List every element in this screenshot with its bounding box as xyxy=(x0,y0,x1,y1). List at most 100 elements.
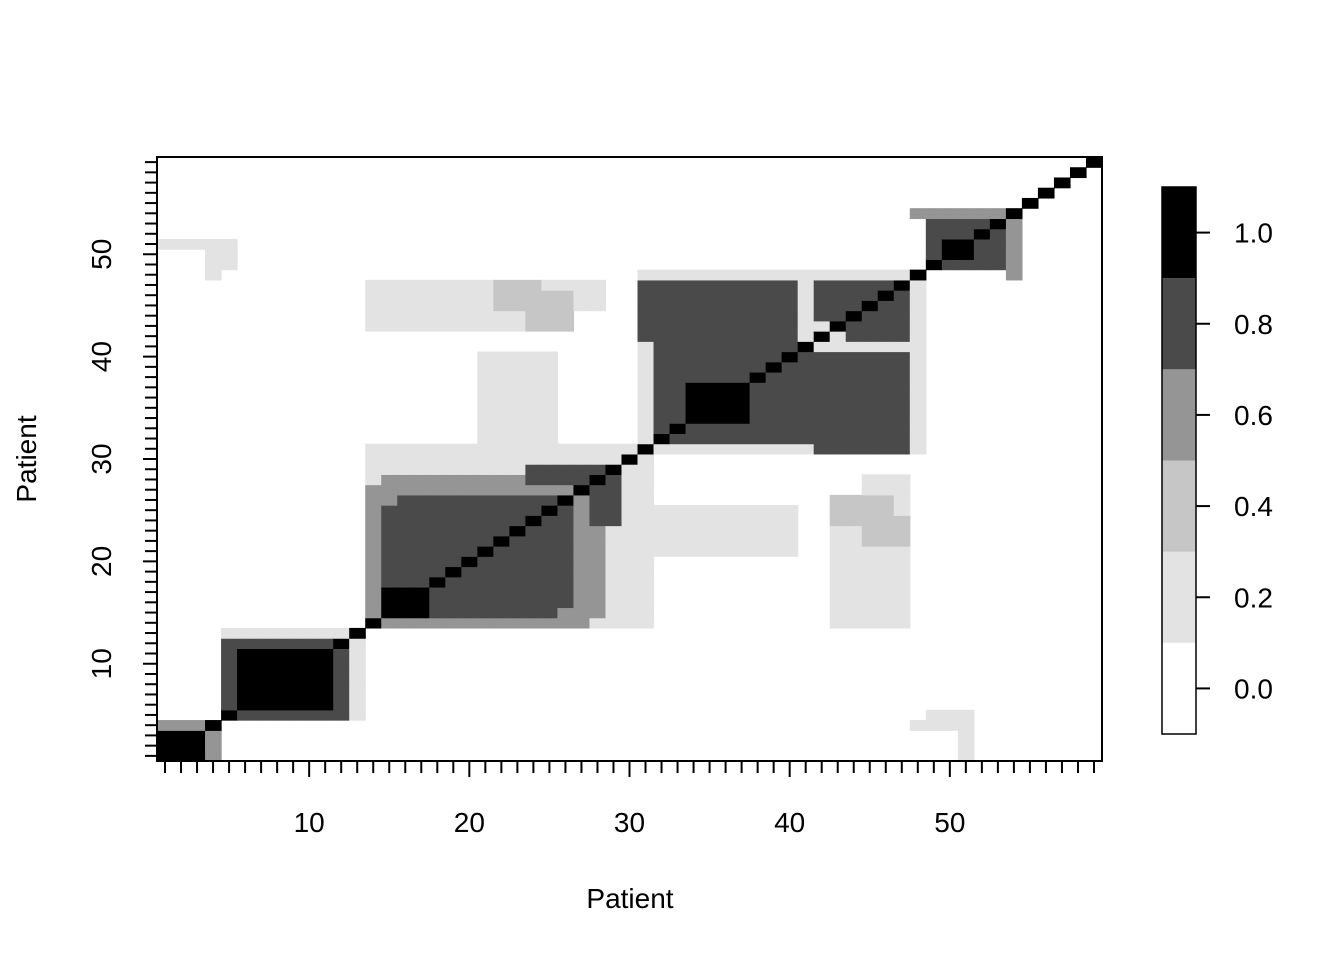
heatmap-cell xyxy=(717,525,735,537)
heatmap-cell xyxy=(413,576,430,588)
heatmap-cell xyxy=(461,300,478,312)
heatmap-cell xyxy=(653,535,671,547)
heatmap-cell xyxy=(1085,157,1103,168)
heatmap-cell xyxy=(861,494,879,506)
heatmap-cell xyxy=(589,607,607,619)
heatmap-cell xyxy=(941,218,959,230)
heatmap-cell xyxy=(461,515,478,527)
heatmap-cell xyxy=(397,525,414,537)
heatmap-cell xyxy=(573,290,591,301)
heatmap-cell xyxy=(733,505,751,516)
heatmap-cell xyxy=(893,617,911,629)
heatmap-cell xyxy=(685,535,703,547)
heatmap-cell xyxy=(525,279,543,291)
heatmap-cell xyxy=(509,371,526,383)
heatmap-cell xyxy=(285,648,302,660)
heatmap-cell xyxy=(221,638,238,649)
heatmap-cell xyxy=(509,279,526,291)
heatmap-cell xyxy=(637,361,655,373)
heatmap-cell xyxy=(237,648,254,660)
heatmap-cell xyxy=(461,279,478,291)
heatmap-cell xyxy=(701,279,719,291)
heatmap-cell xyxy=(445,515,462,527)
heatmap-cell xyxy=(717,535,735,547)
heatmap-cell xyxy=(413,443,430,455)
heatmap-cell xyxy=(829,586,847,598)
heatmap-cell xyxy=(781,433,799,445)
heatmap-cell xyxy=(285,668,302,680)
heatmap-cell xyxy=(461,453,478,465)
heatmap-cell xyxy=(909,331,927,342)
heatmap-cell xyxy=(637,464,655,475)
heatmap-cell xyxy=(877,505,895,516)
heatmap-cell xyxy=(877,617,895,629)
heatmap-cell xyxy=(909,412,927,424)
heatmap-cell xyxy=(605,443,623,455)
heatmap-cell xyxy=(893,494,911,506)
heatmap-cell xyxy=(637,535,655,547)
heatmap-cell xyxy=(653,402,671,414)
heatmap-cell xyxy=(733,392,751,404)
heatmap-cell xyxy=(813,433,831,445)
heatmap-cell xyxy=(861,402,879,414)
heatmap-cell xyxy=(605,525,623,537)
heatmap-cell xyxy=(909,290,927,301)
heatmap-cell xyxy=(829,607,847,619)
heatmap-cell xyxy=(717,423,735,435)
heatmap-cell xyxy=(701,382,719,394)
heatmap-cell xyxy=(701,423,719,435)
heatmap-cell xyxy=(365,290,382,301)
heatmap-cell xyxy=(765,392,783,404)
heatmap-cell xyxy=(845,290,863,301)
heatmap-cell xyxy=(237,668,254,680)
heatmap-cell xyxy=(397,617,414,629)
heatmap-cell xyxy=(365,453,382,465)
heatmap-cell xyxy=(669,269,687,281)
heatmap-cell xyxy=(733,382,751,394)
heatmap-cell xyxy=(877,320,895,332)
heatmap-cell xyxy=(285,627,302,639)
heatmap-cell xyxy=(941,720,959,731)
heatmap-cell xyxy=(253,648,270,660)
heatmap-cell xyxy=(557,576,575,588)
heatmap-cell xyxy=(861,535,879,547)
heatmap-cell xyxy=(493,515,510,527)
heatmap-cell xyxy=(909,361,927,373)
heatmap-cell xyxy=(925,709,943,721)
heatmap-cell xyxy=(509,423,526,435)
heatmap-cell xyxy=(317,699,334,711)
heatmap-cell xyxy=(573,617,591,629)
heatmap-cell xyxy=(957,208,975,220)
colorbar-swatch xyxy=(1162,642,1196,734)
heatmap-cell xyxy=(813,412,831,424)
heatmap-cell xyxy=(733,515,751,527)
heatmap-cell xyxy=(381,310,398,322)
heatmap-cell xyxy=(525,423,543,435)
heatmap-cell xyxy=(765,371,783,383)
heatmap-cell xyxy=(653,269,671,281)
heatmap-cell xyxy=(573,546,591,557)
heatmap-cell xyxy=(557,535,575,547)
heatmap-cell xyxy=(749,290,767,301)
heatmap-cell xyxy=(221,689,238,701)
heatmap-cell xyxy=(445,310,462,322)
heatmap-cell xyxy=(477,535,494,547)
colorbar-frame xyxy=(1161,186,1197,735)
heatmap-cell xyxy=(829,320,847,332)
heatmap-cell xyxy=(797,331,815,342)
heatmap-cell xyxy=(829,617,847,629)
heatmap-cell xyxy=(237,638,254,649)
heatmap-cell xyxy=(605,515,623,527)
heatmap-cell xyxy=(205,249,222,260)
heatmap-cell xyxy=(637,484,655,496)
heatmap-cell xyxy=(765,525,783,537)
heatmap-cell xyxy=(861,382,879,394)
heatmap-cell xyxy=(765,546,783,557)
heatmap-cell xyxy=(445,525,462,537)
heatmap-cell xyxy=(525,617,543,629)
heatmap-cell xyxy=(445,556,462,568)
heatmap-cell xyxy=(685,341,703,353)
heatmap-cell xyxy=(749,382,767,394)
heatmap-cell xyxy=(397,453,414,465)
